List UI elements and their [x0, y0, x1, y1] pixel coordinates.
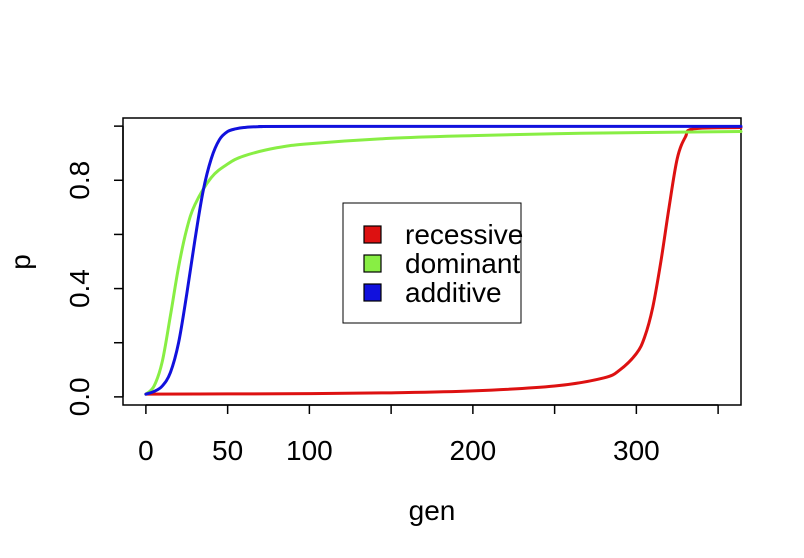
- legend-swatch-recessive: [363, 225, 382, 244]
- x-axis: 0 50 100 200 300: [138, 404, 719, 466]
- x-tick-label: 50: [212, 435, 243, 466]
- series-line-recessive: [144, 125, 743, 396]
- y-tick-label: 0.0: [64, 377, 95, 416]
- legend-swatch-dominant: [363, 254, 382, 273]
- x-tick-label: 300: [613, 435, 660, 466]
- series-line-additive: [144, 124, 743, 396]
- y-tick-label: 0.8: [64, 161, 95, 200]
- series-layer: [144, 124, 743, 396]
- y-axis: 0.0 0.4 0.8: [64, 125, 124, 416]
- legend-label-additive: additive: [405, 277, 502, 308]
- x-axis-label: gen: [409, 495, 456, 526]
- legend-swatch-additive: [363, 283, 382, 302]
- y-axis-label: p: [5, 254, 36, 270]
- legend-label-recessive: recessive: [405, 219, 523, 250]
- x-tick-label: 100: [286, 435, 333, 466]
- series-line-dominant: [144, 130, 743, 396]
- y-tick-label: 0.4: [64, 269, 95, 308]
- legend-label-dominant: dominant: [405, 248, 520, 279]
- x-tick-label: 200: [450, 435, 497, 466]
- x-tick-label: 0: [138, 435, 154, 466]
